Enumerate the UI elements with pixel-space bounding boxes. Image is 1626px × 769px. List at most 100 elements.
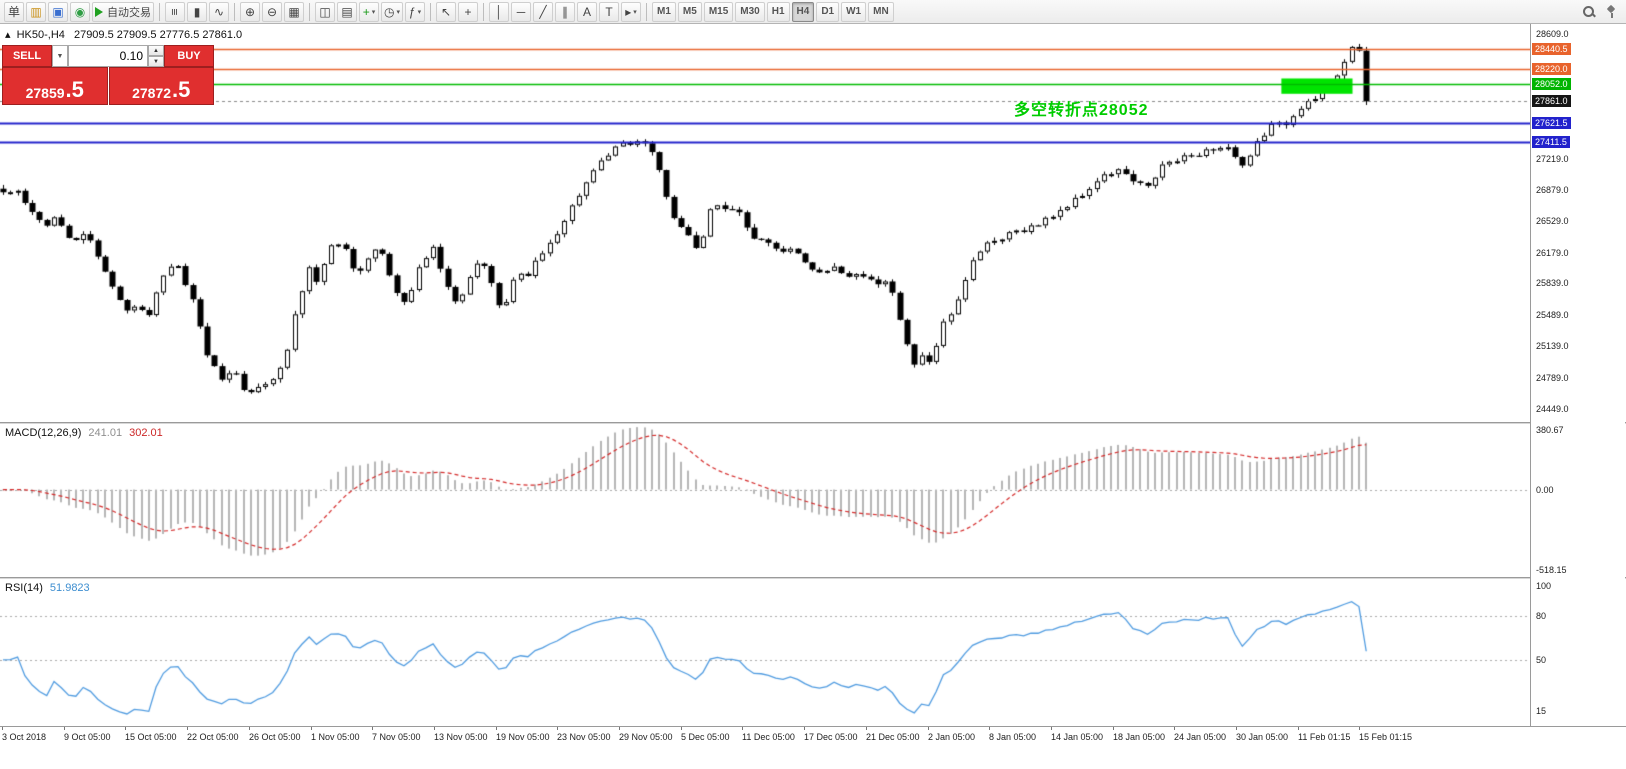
dropdown-caret-icon: ▾ [633, 8, 637, 16]
text-icon[interactable]: A [577, 1, 597, 22]
pin-icon [1604, 4, 1619, 19]
time-axis-label: 5 Dec 05:00 [681, 732, 730, 742]
grid-icon: ▦ [288, 4, 300, 19]
time-axis[interactable]: 3 Oct 2018 9 Oct 05:00 15 Oct 05:00 22 Oct … [0, 726, 1626, 769]
volume-input[interactable] [68, 45, 148, 67]
price-tick-label: 27219.0 [1536, 154, 1569, 165]
rsi-canvas[interactable] [0, 579, 1530, 726]
time-axis-label: 1 Nov 05:00 [311, 732, 360, 742]
label-icon: T [605, 4, 613, 19]
time-axis-tick [311, 727, 312, 730]
periodicity-button[interactable]: ◷ ▾ [381, 1, 403, 22]
chart-ohlc-values: 27909.5 27909.5 27776.5 27861.0 [73, 29, 243, 41]
profiles-icon[interactable]: ▣ [48, 1, 68, 22]
macd-name: MACD(12,26,9) [5, 427, 82, 439]
toolbar-separator [234, 2, 235, 21]
channel-icon: ∥ [562, 4, 568, 19]
grid-icon[interactable]: ▦ [284, 1, 304, 22]
timeframe-mn-button[interactable]: MN [868, 1, 894, 22]
time-axis-label: 11 Dec 05:00 [742, 732, 795, 742]
new-chart-button[interactable]: + ▾ [359, 1, 379, 22]
pin-icon[interactable] [1601, 2, 1622, 22]
vertical-line-icon[interactable]: │ [489, 1, 509, 22]
bars-chart-icon[interactable]: ≡ [165, 1, 185, 22]
price-pane: ▴ HK50-,H4 27909.5 27909.5 27776.5 27861… [0, 24, 1530, 422]
timeframe-m30-button[interactable]: M30 [735, 1, 765, 22]
zoom-out-icon[interactable]: ⊖ [262, 1, 282, 22]
volume-spinner: ▲ ▼ [148, 45, 164, 67]
timeframe-m5-button[interactable]: M5 [677, 1, 702, 22]
time-axis-label: 11 Feb 01:15 [1298, 732, 1351, 742]
channel-icon[interactable]: ∥ [555, 1, 575, 22]
cursor-icon: ↖ [440, 4, 452, 19]
autotrading-button[interactable]: 自动交易 [92, 1, 154, 22]
new-chart-button: + [362, 4, 370, 19]
price-tick-label: 24789.0 [1536, 372, 1569, 383]
autotrading-label: 自动交易 [107, 6, 151, 19]
rsi-tick-label: 100 [1536, 581, 1552, 592]
macd-canvas[interactable] [0, 424, 1530, 577]
horizontal-line-icon[interactable]: ─ [511, 1, 531, 22]
time-axis-tick [2, 727, 3, 730]
price-scale[interactable]: 28609.0 27219.0 26879.0 26529.0 26179.0 25839… [1530, 24, 1625, 726]
timeframe-h1-button[interactable]: H1 [766, 1, 790, 22]
line-chart-icon: ∿ [213, 4, 225, 19]
pane-separator[interactable] [0, 422, 1626, 424]
price-tick-label: 28609.0 [1536, 28, 1569, 39]
label-icon[interactable]: T [599, 1, 619, 22]
vertical-line-icon: │ [495, 4, 503, 19]
price-tick-label: 26529.0 [1536, 216, 1569, 227]
pane-separator[interactable] [0, 577, 1626, 579]
rsi-label: RSI(14) 51.9823 [5, 582, 90, 594]
volume-dropdown-button[interactable]: ▼ [52, 45, 68, 67]
timeframe-h4-button[interactable]: H4 [791, 1, 815, 22]
pivot-annotation-text: 多空转折点28052 [1014, 102, 1149, 119]
macd-tick-label: 380.67 [1536, 425, 1564, 436]
market-watch-icon[interactable]: ◉ [70, 1, 90, 22]
search-icon[interactable] [1578, 2, 1599, 22]
arrows-button[interactable]: ▸ ▾ [621, 1, 641, 22]
crosshair-icon[interactable]: + [458, 1, 478, 22]
candlestick-chart-icon: ▮ [193, 4, 201, 19]
sell-button[interactable]: SELL [2, 45, 52, 67]
time-axis-tick [1236, 727, 1237, 730]
volume-down-button[interactable]: ▼ [148, 56, 164, 67]
charts-toolbar-icon: ▥ [30, 4, 42, 19]
cursor-icon[interactable]: ↖ [436, 1, 456, 22]
cascade-windows-icon[interactable]: ▤ [337, 1, 357, 22]
dropdown-caret-icon: ▾ [396, 8, 400, 16]
time-axis-tick [619, 727, 620, 730]
buy-price-button[interactable]: 27872 .5 [108, 67, 214, 105]
chart-window: ▴ HK50-,H4 27909.5 27909.5 27776.5 27861… [0, 24, 1626, 769]
macd-value-signal: 302.01 [129, 427, 163, 439]
indicators-button[interactable]: ƒ ▾ [405, 1, 425, 22]
candlestick-chart-icon[interactable]: ▮ [187, 1, 207, 22]
macd-label: MACD(12,26,9) 241.01 302.01 [5, 427, 163, 439]
collapse-arrow-icon[interactable]: ▴ [5, 29, 11, 41]
timeframe-w1-button[interactable]: W1 [841, 1, 867, 22]
price-chart-canvas[interactable] [0, 24, 1530, 422]
one-click-trading-panel: SELL ▼ ▲ ▼ BUY 27859 .5 27872 [2, 45, 214, 105]
macd-tick-label: -518.15 [1536, 565, 1567, 576]
search-icon [1581, 4, 1596, 19]
time-axis-tick [989, 727, 990, 730]
line-chart-icon[interactable]: ∿ [209, 1, 229, 22]
price-level-badge: 27621.5 [1532, 116, 1571, 129]
timeframe-m1-button[interactable]: M1 [652, 1, 676, 22]
price-tick-label: 24449.0 [1536, 403, 1569, 414]
tile-windows-icon[interactable]: ◫ [315, 1, 335, 22]
timeframe-d1-button[interactable]: D1 [816, 1, 840, 22]
trendline-icon[interactable]: ╱ [533, 1, 553, 22]
new-order-button[interactable]: 单 [4, 1, 24, 22]
time-axis-label: 9 Oct 05:00 [64, 732, 111, 742]
buy-button[interactable]: BUY [164, 45, 214, 67]
timeframe-m15-button[interactable]: M15 [703, 1, 734, 22]
macd-value-main: 241.01 [88, 427, 123, 439]
sell-price-button[interactable]: 27859 .5 [2, 67, 108, 105]
zoom-in-icon[interactable]: ⊕ [240, 1, 260, 22]
charts-toolbar-icon[interactable]: ▥ [26, 1, 46, 22]
volume-up-button[interactable]: ▲ [148, 45, 164, 56]
time-axis-tick [64, 727, 65, 730]
buy-price-main: 27872 [132, 85, 172, 101]
